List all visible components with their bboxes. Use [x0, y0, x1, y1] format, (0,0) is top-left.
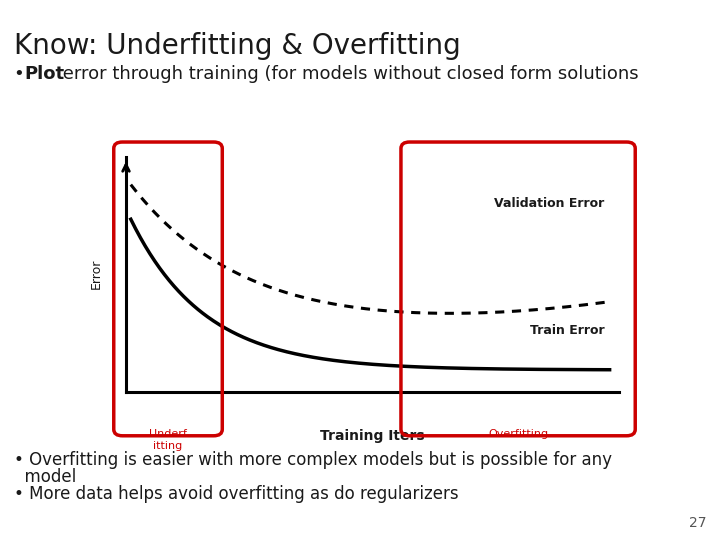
Text: Know: Underfitting & Overfitting: Know: Underfitting & Overfitting [14, 32, 461, 60]
Text: Error: Error [90, 259, 103, 289]
Text: Overfitting: Overfitting [488, 429, 548, 440]
Text: error through training (for models without closed form solutions: error through training (for models witho… [57, 65, 639, 83]
Text: • Overfitting is easier with more complex models but is possible for any: • Overfitting is easier with more comple… [14, 451, 612, 469]
Text: Underf
itting: Underf itting [149, 429, 187, 451]
Text: •: • [14, 65, 30, 83]
Text: model: model [14, 468, 76, 486]
Text: Validation Error: Validation Error [494, 197, 604, 210]
Text: 27: 27 [688, 516, 706, 530]
Text: Plot: Plot [24, 65, 64, 83]
Text: Training Iters: Training Iters [320, 429, 425, 443]
Text: • More data helps avoid overfitting as do regularizers: • More data helps avoid overfitting as d… [14, 485, 459, 503]
Text: Train Error: Train Error [530, 324, 604, 337]
